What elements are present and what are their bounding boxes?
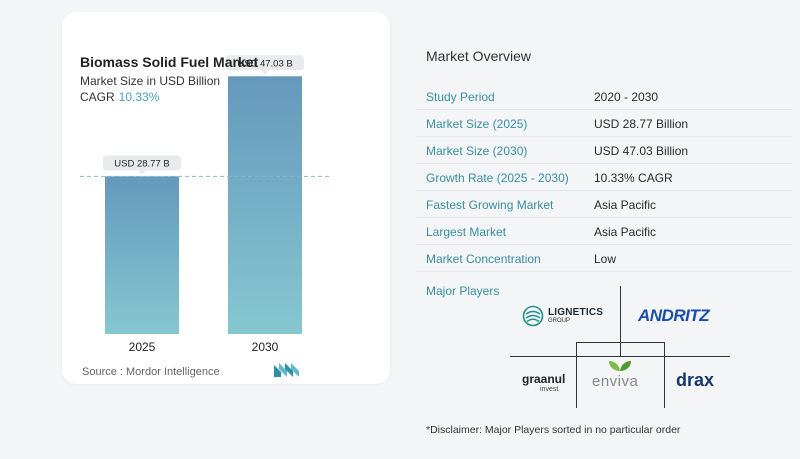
overview-title: Market Overview [426,48,532,64]
row-label: Fastest Growing Market [426,198,554,212]
chart-title: Biomass Solid Fuel Market [80,54,259,70]
major-players-title: Major Players [426,284,500,298]
overview-row-largest-market: Largest Market Asia Pacific [416,219,792,245]
grid-divider [576,342,664,343]
overview-row-fastest-growing: Fastest Growing Market Asia Pacific [416,192,792,218]
row-label: Market Concentration [426,252,541,266]
graanul-logo: graanul invest [522,372,574,398]
drax-logo: drax [676,370,726,394]
row-value: 2020 - 2030 [594,90,659,104]
grid-divider [576,342,577,408]
grid-divider [620,286,621,356]
row-value: USD 47.03 Billion [594,144,689,158]
graanul-sub: invest [540,386,559,393]
market-size-card: USD 28.77 B USD 47.03 B 2025 2030 Biomass … [62,12,390,384]
bar-chart: USD 28.77 B USD 47.03 B 2025 2030 [80,55,330,354]
mordor-logo-icon [274,363,299,377]
grid-divider [664,342,665,408]
graanul-text: graanul [522,372,566,386]
x-tick-label-2030: 2030 [252,340,279,354]
row-label: Growth Rate (2025 - 2030) [426,171,569,185]
data-label-text: USD 47.03 B [237,58,292,69]
grid-divider [510,356,730,357]
overview-row-concentration: Market Concentration Low [416,246,792,272]
overview-row-market-size-2030: Market Size (2030) USD 47.03 Billion [416,138,792,164]
data-label-2030: USD 47.03 B [226,55,304,75]
row-label: Study Period [426,90,495,104]
row-value: Asia Pacific [594,225,657,239]
enviva-logo: enviva [590,358,654,398]
lignetics-logo: LIGNETICS GROUP [522,305,614,329]
x-tick-label-2025: 2025 [129,340,156,354]
source-text: Source : Mordor Intelligence [82,366,220,378]
andritz-text: ANDRITZ [638,306,710,325]
lignetics-sub: GROUP [548,318,571,324]
disclaimer-text: *Disclaimer: Major Players sorted in no … [426,424,681,436]
overview-row-market-size-2025: Market Size (2025) USD 28.77 Billion [416,111,792,137]
row-label: Market Size (2025) [426,117,528,131]
overview-row-growth-rate: Growth Rate (2025 - 2030) 10.33% CAGR [416,165,792,191]
row-label: Largest Market [426,225,507,239]
row-value: Low [594,252,617,266]
row-value: 10.33% CAGR [594,171,673,185]
bar-2025 [105,176,179,334]
cagr-line: CAGR 10.33% [80,90,159,104]
bar-2030 [228,76,302,334]
overview-row-study-period: Study Period 2020 - 2030 [416,84,792,110]
row-value: Asia Pacific [594,198,657,212]
enviva-leaf-icon [609,361,631,371]
lignetics-mark-icon [522,305,544,327]
market-overview-panel: Market Overview Study Period 2020 - 2030… [410,0,800,459]
row-label: Market Size (2030) [426,144,528,158]
lignetics-text: LIGNETICS [548,307,604,318]
data-label-text: USD 28.77 B [114,158,169,169]
andritz-logo: ANDRITZ [638,306,716,326]
row-value: USD 28.77 Billion [594,117,689,131]
cagr-label: CAGR [80,90,115,104]
cagr-value: 10.33% [118,90,160,104]
chart-subtitle: Market Size in USD Billion [80,74,221,88]
drax-text: drax [676,370,715,390]
enviva-text: enviva [592,373,639,390]
data-label-2025: USD 28.77 B [103,155,181,175]
